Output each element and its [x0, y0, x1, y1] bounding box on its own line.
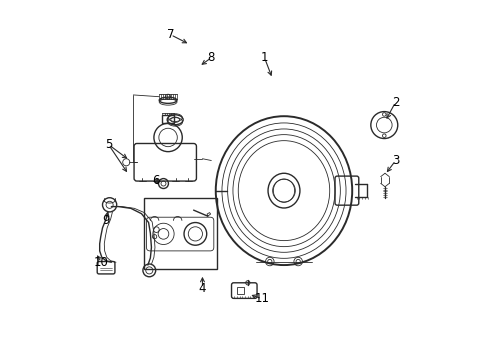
- Text: 9: 9: [102, 214, 110, 227]
- Text: 1: 1: [261, 51, 268, 64]
- Bar: [162, 116, 174, 123]
- Text: 11: 11: [254, 292, 270, 305]
- Text: 6: 6: [152, 174, 159, 186]
- Text: 5: 5: [105, 138, 112, 151]
- Bar: [144, 198, 217, 269]
- Text: 7: 7: [167, 28, 174, 41]
- Text: 3: 3: [392, 154, 399, 167]
- Text: 8: 8: [208, 51, 215, 64]
- Text: 10: 10: [94, 256, 109, 269]
- Text: 4: 4: [199, 282, 206, 294]
- Text: 2: 2: [392, 95, 399, 108]
- Bar: [237, 287, 244, 294]
